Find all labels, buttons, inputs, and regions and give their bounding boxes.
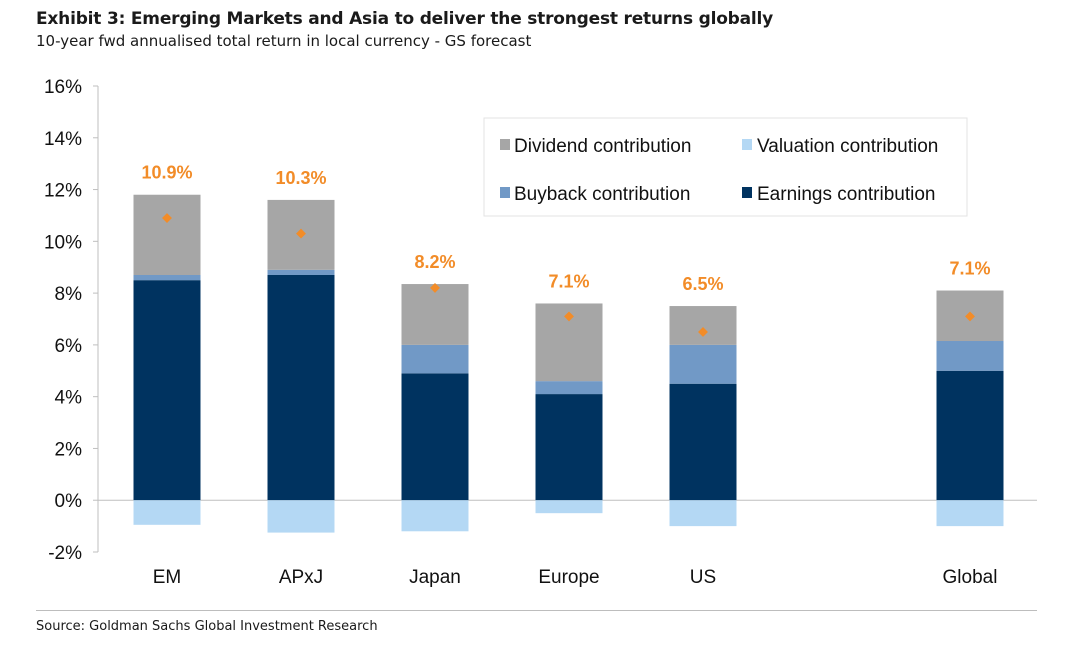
- data-label-global: 7.1%: [949, 259, 990, 279]
- legend-label-buyback: Buyback contribution: [514, 184, 690, 205]
- legend: Dividend contribution Valuation contribut…: [483, 117, 968, 217]
- data-label-em: 10.9%: [141, 163, 192, 183]
- y-tick-label: 16%: [44, 77, 82, 98]
- y-tick-label: 6%: [55, 336, 83, 357]
- bar-dividend-us: [669, 306, 737, 345]
- bar-valuation-us: [669, 500, 737, 527]
- bar-buyback-global: [936, 341, 1004, 371]
- x-tick-label: US: [690, 567, 716, 588]
- bar-earnings-em: [133, 280, 201, 501]
- source-note: Source: Goldman Sachs Global Investment …: [36, 619, 378, 634]
- bar-earnings-apxj: [267, 274, 335, 501]
- legend-label-valuation: Valuation contribution: [757, 136, 938, 157]
- data-label-europe: 7.1%: [548, 271, 589, 291]
- legend-box: [483, 117, 968, 217]
- footer-divider: [36, 610, 1037, 611]
- legend-swatch-buyback: [500, 187, 510, 198]
- bar-valuation-japan: [401, 500, 469, 532]
- bar-valuation-global: [936, 500, 1004, 527]
- bar-valuation-europe: [535, 500, 603, 514]
- x-tick-label: Europe: [538, 567, 599, 588]
- y-tick-label: 10%: [44, 232, 82, 253]
- data-label-us: 6.5%: [682, 274, 723, 294]
- total-markers: [162, 213, 975, 337]
- y-tick-label: -2%: [48, 543, 82, 564]
- bar-earnings-us: [669, 383, 737, 501]
- data-labels: 10.9% 10.3% 8.2% 7.1% 6.5% 7.1%: [141, 163, 990, 294]
- data-label-apxj: 10.3%: [275, 168, 326, 188]
- x-tick-label: Global: [943, 567, 998, 588]
- chart-title: Exhibit 3: Emerging Markets and Asia to …: [36, 9, 774, 29]
- x-tick-label: EM: [153, 567, 182, 588]
- legend-label-dividend: Dividend contribution: [514, 136, 691, 157]
- total-marker-global: [965, 311, 975, 322]
- legend-swatch-dividend: [500, 139, 510, 150]
- y-tick-label: 2%: [55, 439, 83, 460]
- y-tick-label: 8%: [55, 284, 83, 305]
- total-marker-japan: [430, 282, 440, 293]
- y-tick-label: 0%: [55, 491, 83, 512]
- x-tick-label: Japan: [409, 567, 461, 588]
- bar-buyback-japan: [401, 344, 469, 374]
- bar-earnings-japan: [401, 373, 469, 501]
- bar-buyback-europe: [535, 381, 603, 395]
- total-marker-em: [162, 213, 172, 223]
- bar-dividend-japan: [401, 284, 469, 345]
- bar-earnings-europe: [535, 394, 603, 501]
- x-tick-label: APxJ: [279, 567, 323, 588]
- total-marker-us: [698, 326, 708, 337]
- y-tick-label: 12%: [44, 181, 82, 202]
- bar-dividend-em: [133, 194, 201, 275]
- bar-buyback-apxj: [267, 269, 335, 275]
- axes: 16% 14% 12% 10% 8% 6% 4% 2% 0% -2% EM APxJ Japan Euro…: [44, 77, 1037, 588]
- bar-series: [133, 194, 1004, 533]
- bar-valuation-em: [133, 500, 201, 525]
- legend-swatch-valuation: [742, 139, 752, 150]
- total-marker-europe: [564, 311, 574, 322]
- y-tick-label: 14%: [44, 129, 82, 150]
- y-tick-label: 4%: [55, 388, 83, 409]
- bar-buyback-em: [133, 274, 201, 281]
- bar-earnings-global: [936, 370, 1004, 501]
- legend-label-earnings: Earnings contribution: [757, 184, 936, 205]
- data-label-japan: 8.2%: [414, 252, 455, 272]
- legend-swatch-earnings: [742, 187, 752, 198]
- bar-buyback-us: [669, 344, 737, 384]
- chart-subtitle: 10-year fwd annualised total return in l…: [36, 32, 532, 50]
- total-marker-apxj: [296, 228, 306, 239]
- bar-valuation-apxj: [267, 500, 335, 533]
